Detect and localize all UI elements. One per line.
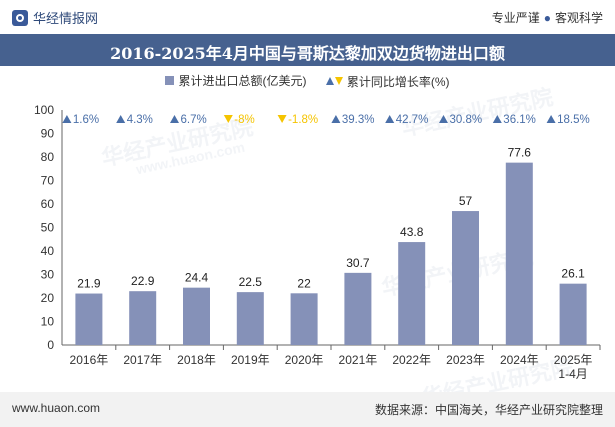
growth-rate-label: 30.8% bbox=[450, 114, 483, 126]
growth-up-triangle-icon bbox=[170, 115, 179, 123]
x-tick-label: 2021年 bbox=[339, 353, 378, 367]
growth-rate-label: 1.6% bbox=[73, 114, 99, 126]
brand: 华经情报网 bbox=[12, 8, 98, 27]
tagline: 专业严谨 ● 客观科学 bbox=[492, 9, 603, 26]
x-tick-label: 2025年 bbox=[554, 353, 593, 367]
chart-title: 2016-2025年4月中国与哥斯达黎加双边货物进出口额 bbox=[110, 44, 505, 63]
legend-item-growth: 累计同比增长率(%) bbox=[325, 73, 450, 90]
bar-chart: 0 10 20 30 40 50 60 70 80 90 100 21.9 2016年 1.6% 22.9 2… bbox=[34, 103, 601, 381]
growth-down-triangle-icon bbox=[223, 115, 233, 123]
growth-up-triangle-icon bbox=[331, 115, 341, 123]
legend-label-total: 累计进出口总额(亿美元) bbox=[178, 74, 307, 88]
growth-rate-label: 6.7% bbox=[181, 114, 207, 126]
growth-up-triangle-icon bbox=[385, 115, 395, 123]
growth-rate-label: 18.5% bbox=[557, 114, 590, 126]
y-tick-label: 30 bbox=[41, 268, 55, 282]
bar bbox=[452, 211, 479, 345]
bar-value-label: 24.4 bbox=[185, 271, 209, 285]
bar-value-label: 22 bbox=[297, 276, 311, 290]
growth-rate-label: -8% bbox=[234, 114, 254, 126]
y-tick-label: 70 bbox=[41, 174, 55, 188]
x-tick-label: 2018年 bbox=[177, 353, 216, 367]
bar-value-label: 21.9 bbox=[77, 277, 101, 291]
growth-up-triangle-icon bbox=[116, 115, 126, 123]
y-tick-label: 90 bbox=[41, 127, 55, 141]
footer: www.huaon.com 数据来源：中国海关，华经产业研究院整理 bbox=[0, 392, 615, 427]
bar-value-label: 57 bbox=[459, 194, 473, 208]
x-tick-label: 2022年 bbox=[392, 353, 431, 367]
bar bbox=[505, 162, 533, 345]
bar bbox=[129, 291, 157, 345]
y-tick-label: 80 bbox=[41, 150, 55, 164]
bar-value-label: 22.9 bbox=[131, 274, 155, 288]
bar-value-label: 43.8 bbox=[400, 225, 424, 239]
x-tick-label: 2019年 bbox=[231, 353, 270, 367]
growth-up-triangle-icon bbox=[62, 115, 72, 123]
growth-rate-label: 36.1% bbox=[503, 114, 536, 126]
y-tick-label: 60 bbox=[41, 197, 55, 211]
legend-label-growth: 累计同比增长率(%) bbox=[346, 74, 450, 89]
bar bbox=[344, 272, 372, 345]
brand-logo-icon bbox=[12, 9, 28, 26]
legend-swatch-bar bbox=[165, 76, 175, 85]
bar bbox=[183, 287, 210, 345]
growth-rate-label: 4.3% bbox=[127, 114, 153, 126]
growth-rate-label: 39.3% bbox=[342, 114, 375, 126]
top-bar: 华经情报网 专业严谨 ● 客观科学 bbox=[0, 0, 615, 34]
bar bbox=[290, 293, 318, 345]
x-tick-label: 1-4月 bbox=[558, 367, 587, 381]
bar-value-label: 26.1 bbox=[561, 267, 585, 281]
bar-value-label: 22.5 bbox=[239, 275, 263, 289]
y-tick-label: 100 bbox=[34, 103, 54, 117]
bar bbox=[75, 293, 103, 345]
x-tick-label: 2017年 bbox=[123, 353, 162, 367]
title-bar: 2016-2025年4月中国与哥斯达黎加双边货物进出口额 bbox=[0, 34, 615, 66]
footer-website: www.huaon.com bbox=[12, 401, 101, 415]
tagline-left: 专业严谨 bbox=[491, 11, 540, 25]
y-tick-label: 10 bbox=[41, 315, 55, 329]
brand-name: 华经情报网 bbox=[33, 11, 99, 26]
x-tick-label: 2023年 bbox=[446, 353, 485, 367]
growth-up-triangle-icon bbox=[492, 115, 502, 123]
legend-triangle-up-icon bbox=[325, 77, 334, 85]
bar bbox=[236, 292, 264, 345]
x-tick-label: 2024年 bbox=[500, 353, 539, 367]
chart-legend: 累计进出口总额(亿美元) 累计同比增长率(%) bbox=[0, 72, 615, 90]
growth-up-triangle-icon bbox=[439, 115, 448, 123]
y-tick-label: 50 bbox=[41, 221, 55, 235]
y-tick-label: 0 bbox=[47, 338, 54, 352]
bar bbox=[398, 242, 426, 345]
x-tick-label: 2020年 bbox=[285, 353, 324, 367]
growth-rate-label: -1.8% bbox=[288, 114, 318, 126]
y-tick-label: 40 bbox=[41, 244, 55, 258]
growth-up-triangle-icon bbox=[546, 115, 556, 123]
bar-value-label: 77.6 bbox=[508, 146, 532, 160]
legend-item-total: 累计进出口总额(亿美元) bbox=[165, 72, 306, 89]
growth-down-triangle-icon bbox=[277, 115, 287, 123]
bar bbox=[559, 283, 587, 345]
x-tick-label: 2016年 bbox=[70, 353, 109, 367]
tagline-right: 客观科学 bbox=[554, 11, 603, 25]
bar-value-label: 30.7 bbox=[346, 256, 370, 270]
y-tick-label: 20 bbox=[41, 291, 55, 305]
footer-source: 数据来源：中国海关，华经产业研究院整理 bbox=[374, 403, 603, 417]
legend-triangle-down-icon bbox=[334, 77, 343, 85]
bullet-icon: ● bbox=[543, 11, 551, 25]
growth-rate-label: 42.7% bbox=[396, 114, 429, 126]
